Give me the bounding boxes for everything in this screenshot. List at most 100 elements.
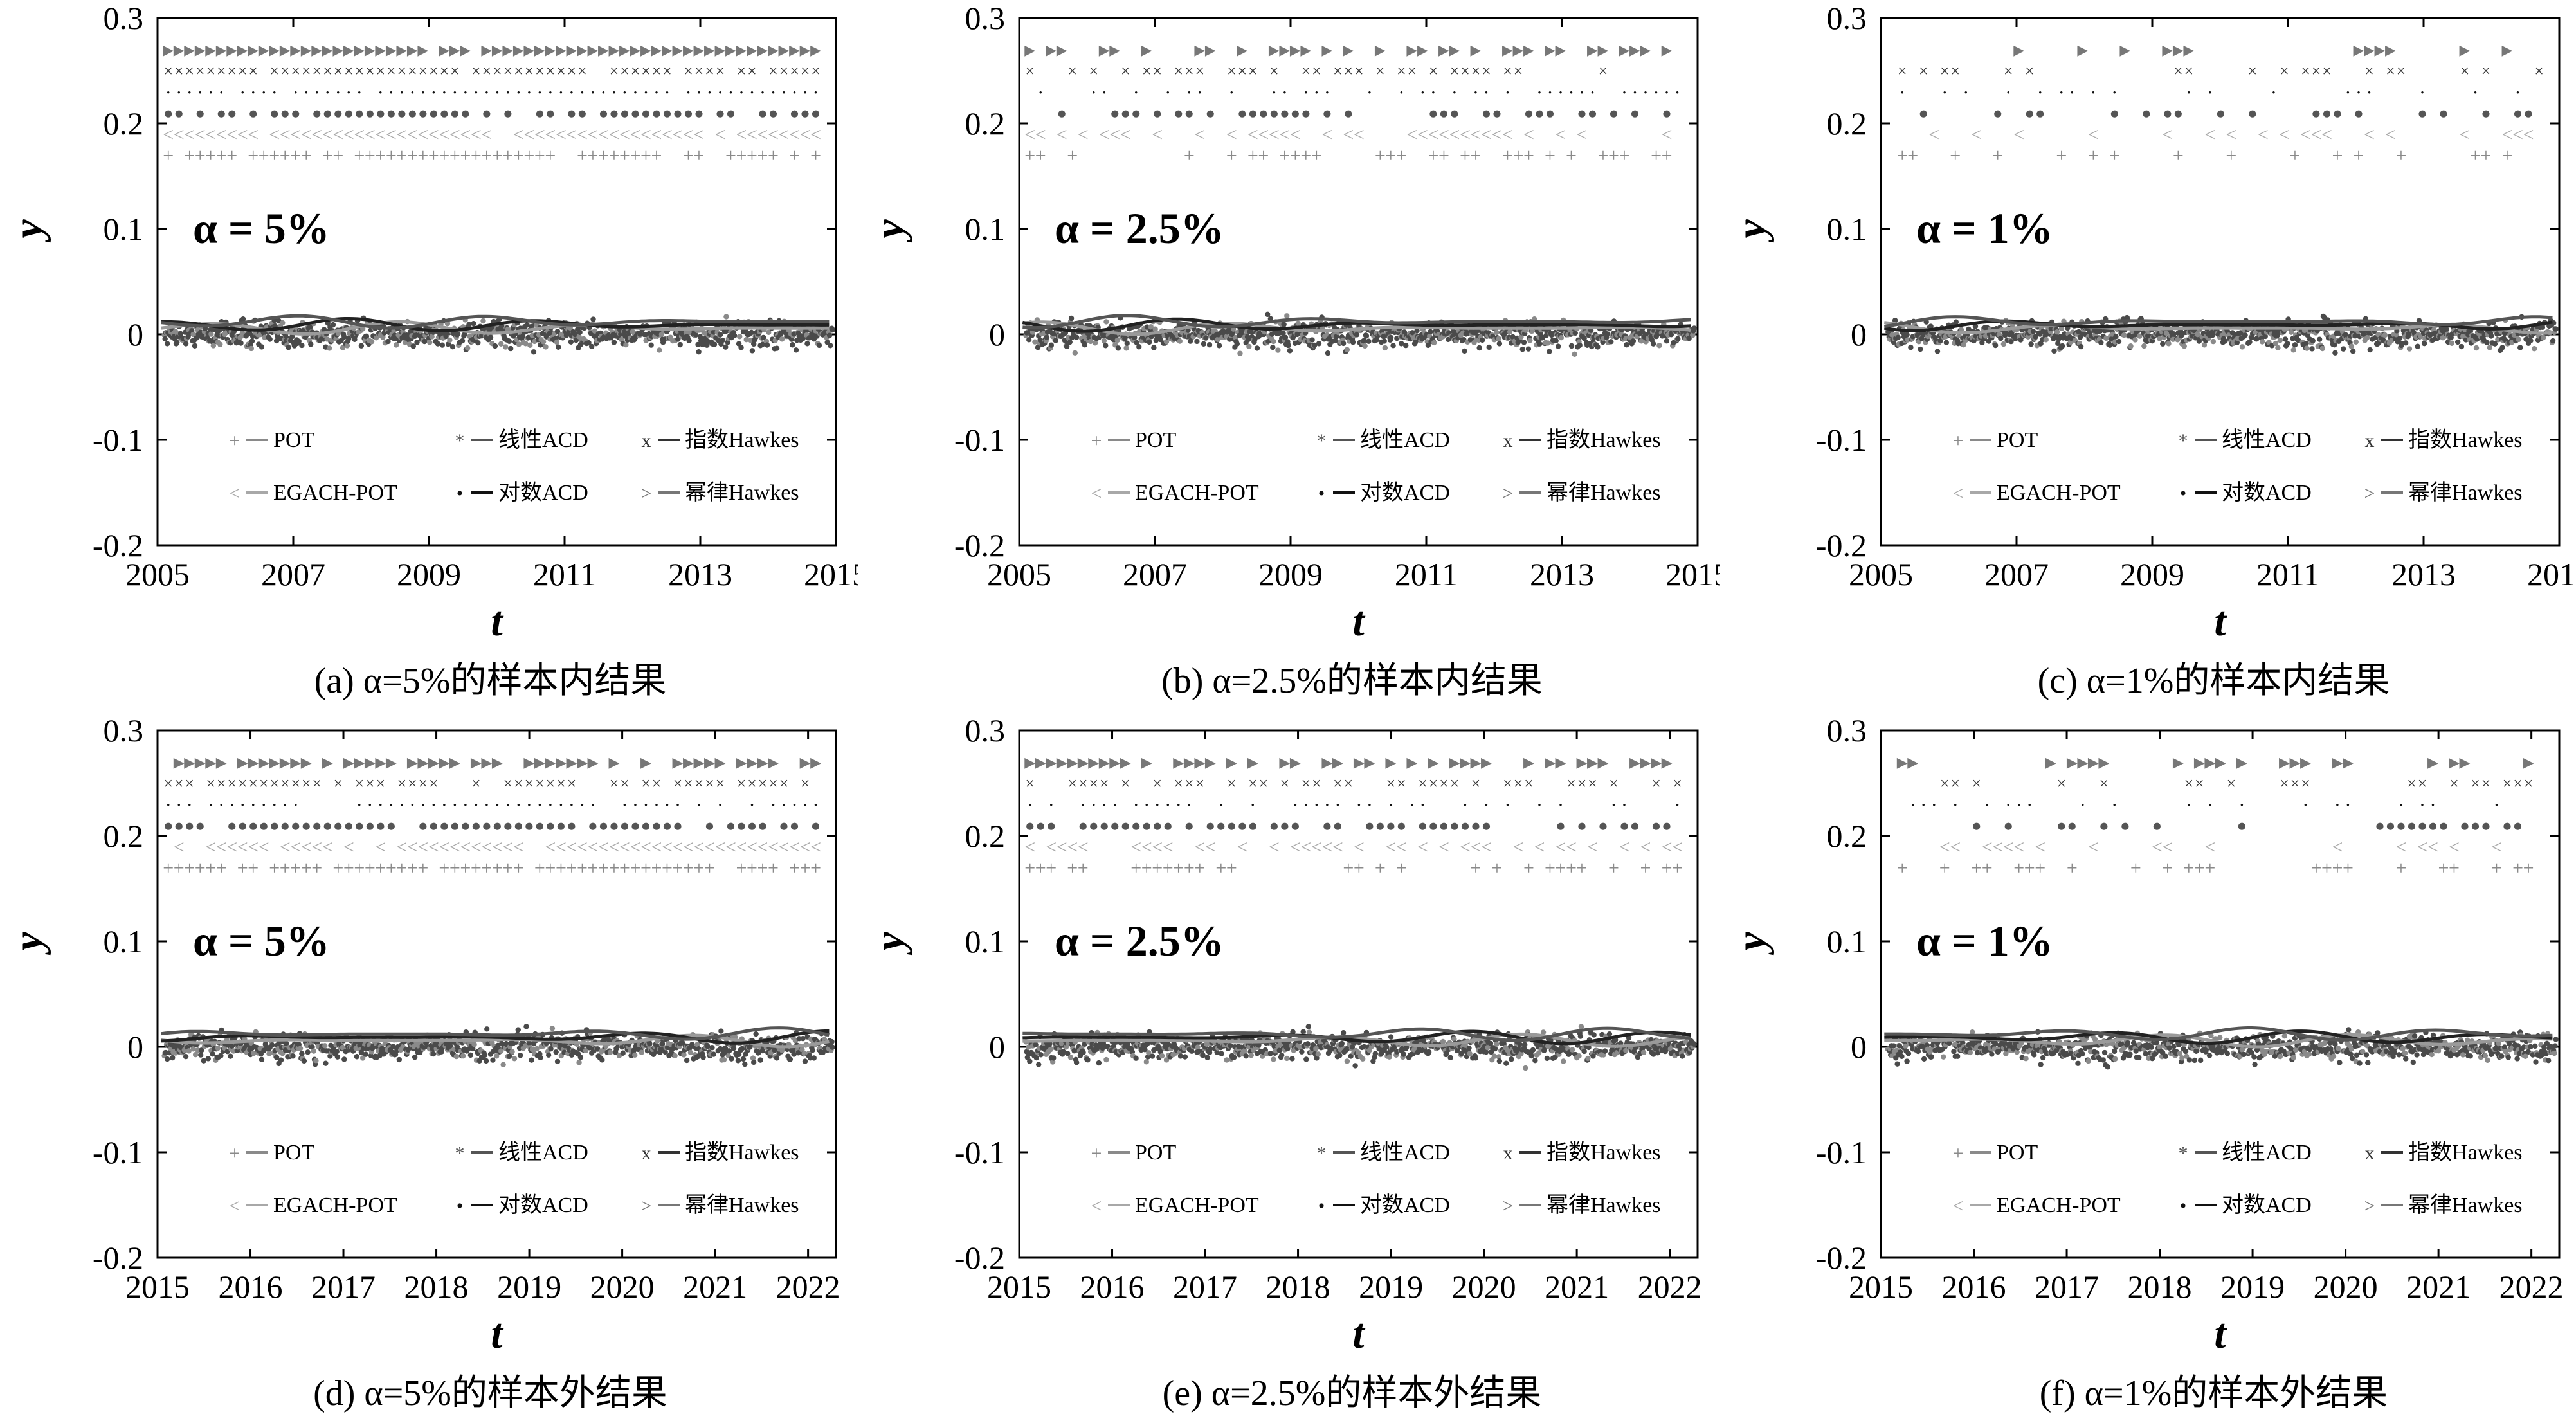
violation-marker: · — [1303, 82, 1309, 103]
violation-marker: + — [460, 858, 471, 879]
return-point — [538, 1055, 543, 1060]
violation-marker: · — [653, 794, 660, 815]
return-point — [683, 330, 689, 336]
violation-marker: ▶ — [1598, 42, 1609, 58]
legend-label: POT — [1135, 428, 1176, 452]
violation-marker: + — [577, 145, 588, 167]
violation-marker: · — [271, 82, 278, 103]
return-point — [1507, 329, 1513, 335]
violation-marker: ● — [312, 817, 322, 835]
return-point — [2517, 345, 2523, 350]
violation-marker: ▶ — [280, 754, 291, 770]
violation-marker: < — [1279, 124, 1290, 145]
return-point — [1908, 344, 1914, 350]
return-point — [430, 1051, 437, 1057]
return-point — [1132, 334, 1138, 341]
violation-marker: ● — [811, 104, 821, 123]
legend-marker: > — [641, 483, 652, 504]
violation-marker: ● — [800, 104, 810, 123]
violation-marker: + — [492, 145, 503, 167]
return-point — [237, 334, 243, 341]
violation-marker: ▶ — [694, 42, 705, 58]
violation-marker: + — [354, 858, 365, 879]
violation-marker: ● — [662, 104, 673, 123]
violation-marker: × — [716, 62, 725, 80]
violation-marker: + — [598, 145, 609, 167]
return-point — [1510, 334, 1516, 340]
violation-marker: ● — [2247, 104, 2258, 123]
violation-marker: ▶ — [757, 754, 768, 770]
violation-row: × × × × × × × × × × × × × × × × × × × × × × × × × × × × × — [1025, 62, 1608, 80]
violation-marker: + — [1608, 145, 1619, 167]
violation-marker: ▶ — [439, 42, 449, 58]
violation-marker: · — [781, 82, 787, 103]
return-point — [2137, 333, 2143, 339]
return-point — [1972, 323, 1979, 329]
return-point — [543, 344, 549, 350]
violation-marker: ▶ — [577, 42, 588, 58]
return-point — [1309, 337, 1315, 343]
return-point — [573, 337, 579, 343]
violation-marker: < — [683, 124, 694, 145]
return-point — [208, 331, 214, 337]
return-point — [816, 342, 822, 349]
x-tick-label: 2020 — [590, 1269, 655, 1305]
violation-marker: < — [269, 124, 280, 145]
violation-marker: · — [165, 82, 172, 103]
violation-marker: · — [2472, 82, 2479, 103]
violation-marker: ▶ — [779, 42, 790, 58]
violation-marker: + — [619, 145, 630, 167]
violation-marker: ▶ — [492, 42, 503, 58]
violation-row: + + + + + + + + + + + + + + + + + + + + + + + + + + + + + + + + + + + + + + + +… — [163, 145, 821, 167]
violation-marker: · — [1313, 82, 1320, 103]
var-forecast-line — [160, 1026, 830, 1041]
violation-marker: · — [749, 82, 756, 103]
legend-marker: x — [2365, 430, 2375, 451]
return-point — [1237, 350, 1243, 356]
return-point — [1151, 345, 1157, 350]
violation-marker: < — [237, 124, 248, 145]
violation-marker: ▶ — [2013, 42, 2024, 58]
violation-marker: < — [598, 837, 609, 858]
return-point — [2107, 342, 2113, 348]
violation-marker: ● — [757, 817, 768, 835]
violation-marker: · — [1557, 82, 1564, 103]
violation-marker: < — [2512, 124, 2523, 145]
violation-marker: + — [1226, 145, 1237, 167]
return-point — [2484, 340, 2490, 345]
violation-marker: ● — [630, 104, 640, 123]
violation-marker: × — [620, 774, 630, 793]
return-point — [2008, 338, 2014, 345]
return-point — [466, 322, 472, 327]
violation-marker: < — [2013, 124, 2024, 145]
violation-marker: ▶ — [534, 754, 545, 770]
violation-marker: ● — [1057, 104, 1067, 123]
violation-marker: × — [768, 62, 778, 80]
violation-marker: ▶ — [523, 42, 534, 58]
violation-marker: < — [513, 837, 524, 858]
x-tick-label: 2017 — [1173, 1269, 1237, 1305]
violation-marker: + — [237, 858, 248, 879]
violation-marker: ● — [195, 104, 205, 123]
violation-marker: · — [1324, 82, 1330, 103]
violation-marker: < — [523, 124, 534, 145]
y-tick-label: 0.3 — [104, 712, 144, 748]
violation-marker: · — [1451, 82, 1458, 103]
violation-row: + + + + + + + + + + + + + + + + + + + + + + + + + + + + + + + + + + + + + + + +… — [163, 858, 821, 879]
legend-item: + POT — [1091, 428, 1177, 452]
x-tick-label: 2013 — [1530, 556, 1594, 592]
violation-marker: · — [451, 82, 458, 103]
violation-marker: × — [641, 62, 651, 80]
y-tick-label: 0 — [1851, 316, 1867, 352]
violation-marker: · — [579, 794, 585, 815]
violation-marker: ▶ — [481, 754, 492, 770]
violation-marker: × — [1302, 62, 1311, 80]
return-point — [2116, 338, 2122, 345]
violation-marker: ● — [790, 817, 800, 835]
return-point — [555, 344, 561, 350]
return-point — [1073, 1060, 1080, 1065]
violation-marker: · — [1568, 82, 1574, 103]
violation-marker: × — [1919, 62, 1928, 80]
violation-marker: < — [757, 124, 768, 145]
violation-marker: ● — [641, 817, 651, 835]
